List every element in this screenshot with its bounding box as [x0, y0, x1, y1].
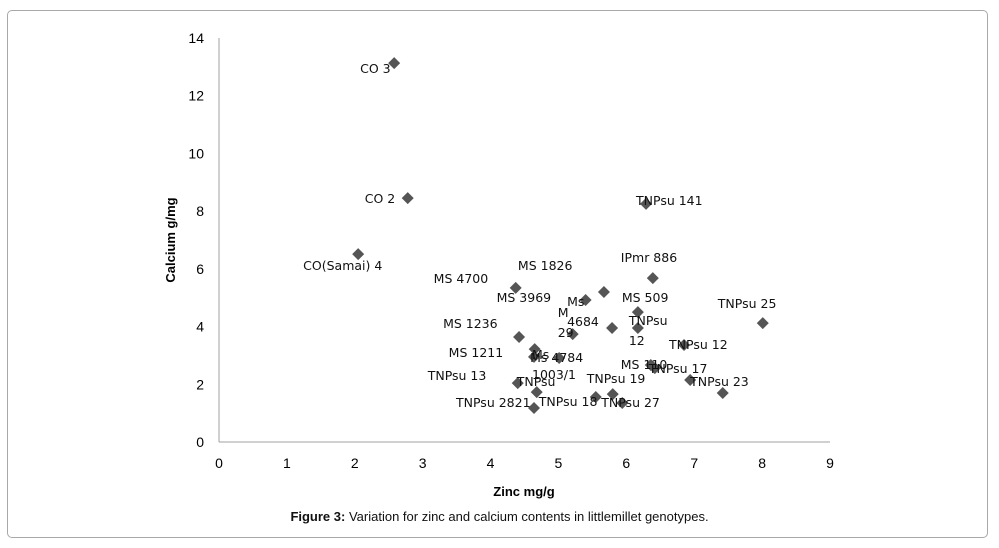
- data-point-label: Ms 4684: [567, 294, 599, 329]
- caption-text: Variation for zinc and calcium contents …: [345, 509, 709, 524]
- data-point-marker: [606, 322, 619, 335]
- y-tick-label: 12: [188, 88, 204, 104]
- x-tick-label: 5: [555, 455, 563, 471]
- data-point-marker: [631, 306, 644, 319]
- data-point-label: TNPsu 25: [717, 296, 777, 311]
- x-tick-label: 2: [351, 455, 359, 471]
- x-tick-label: 4: [487, 455, 495, 471]
- data-point-label: TNPsu 141: [635, 193, 703, 208]
- y-tick-label: 14: [188, 30, 204, 46]
- data-point-label: TNPsu 18: [538, 394, 598, 409]
- x-tick-labels: 0 1 2 3 4 5 6 7 8 9: [215, 455, 834, 471]
- data-point-marker: [684, 373, 697, 386]
- x-axis-label: Zinc mg/g: [493, 484, 554, 499]
- axes: [218, 38, 830, 443]
- data-point-marker: [631, 322, 644, 335]
- data-point-marker: [528, 343, 541, 356]
- y-axis-label: Calcium g/mg: [163, 197, 178, 282]
- y-tick-label: 10: [188, 145, 204, 161]
- data-point-label: MS 110: [621, 357, 668, 372]
- data-point-marker: [579, 294, 592, 307]
- data-point-label: Ms 1003/1: [532, 347, 576, 382]
- data-point-marker: [528, 350, 541, 363]
- data-points: [352, 57, 769, 414]
- caption-prefix: Figure 3:: [290, 509, 346, 524]
- x-tick-label: 8: [758, 455, 766, 471]
- data-point-marker: [530, 386, 543, 399]
- y-tick-labels: 0 2 4 6 8 10 12 14: [188, 30, 204, 450]
- x-tick-label: 3: [419, 455, 427, 471]
- data-point-marker: [511, 377, 524, 390]
- data-point-label: CO 2: [365, 191, 396, 206]
- data-point-label: TNPsu 19: [586, 371, 646, 386]
- data-point-marker: [401, 192, 414, 205]
- data-point-label: CO(Samai) 4: [303, 258, 382, 273]
- data-point-label: TNPsu: [516, 374, 556, 389]
- point-labels: CO 3 CO 2 CO(Samai) 4 TNPsu 141 IPmr 886 MS 4…: [303, 61, 776, 410]
- y-tick-label: 2: [196, 376, 204, 392]
- data-point-label: TNPsu 12: [628, 313, 668, 348]
- data-point-label: MS 1211: [449, 345, 504, 360]
- y-tick-label: 8: [196, 203, 204, 219]
- data-point-label: TNPsu 13: [427, 368, 487, 383]
- x-tick-label: 7: [690, 455, 698, 471]
- data-point-label: CO 3: [360, 61, 391, 76]
- data-point-marker: [646, 272, 659, 285]
- x-tick-label: 1: [283, 455, 291, 471]
- x-tick-label: 9: [826, 455, 834, 471]
- data-point-label: MS 4700: [434, 271, 489, 286]
- data-point-marker: [553, 352, 566, 365]
- data-point-marker: [756, 317, 769, 330]
- data-point-marker: [648, 362, 661, 375]
- data-point-label: MS 509: [622, 290, 669, 305]
- data-point-label: TNPsu 2821: [455, 395, 531, 410]
- data-point-label: IPmr 886: [621, 250, 677, 265]
- data-point-label: TNPsu 17: [648, 361, 708, 376]
- data-point-marker: [678, 339, 691, 352]
- x-tick-label: 6: [622, 455, 630, 471]
- data-point-label: MS 1236: [443, 316, 498, 331]
- data-point-marker: [597, 285, 610, 298]
- data-point-marker: [509, 281, 522, 294]
- data-point-marker: [566, 328, 579, 341]
- data-point-marker: [640, 197, 653, 210]
- figure-frame: [7, 10, 988, 538]
- y-tick-label: 6: [196, 261, 204, 277]
- data-point-label: TNPsu 27: [600, 395, 660, 410]
- y-tick-label: 0: [196, 434, 204, 450]
- data-point-marker: [352, 248, 365, 261]
- data-point-marker: [388, 57, 401, 70]
- figure-caption: Figure 3: Variation for zinc and calcium…: [0, 509, 999, 524]
- data-point-marker: [716, 386, 729, 399]
- data-point-marker: [528, 401, 541, 414]
- data-point-label: M 29: [558, 305, 574, 340]
- y-tick-label: 4: [196, 319, 204, 335]
- x-tick-label: 0: [215, 455, 223, 471]
- data-point-marker: [513, 330, 526, 343]
- data-point-label: MS 1826: [518, 258, 573, 273]
- data-point-label: Ms 4784: [530, 350, 583, 365]
- data-point-marker: [616, 397, 629, 410]
- data-point-marker: [589, 390, 602, 403]
- data-point-label: MS 3969: [497, 290, 552, 305]
- data-point-marker: [606, 388, 619, 401]
- data-point-label: TNPsu 23: [689, 374, 749, 389]
- data-point-label: TNPsu 12: [668, 337, 728, 352]
